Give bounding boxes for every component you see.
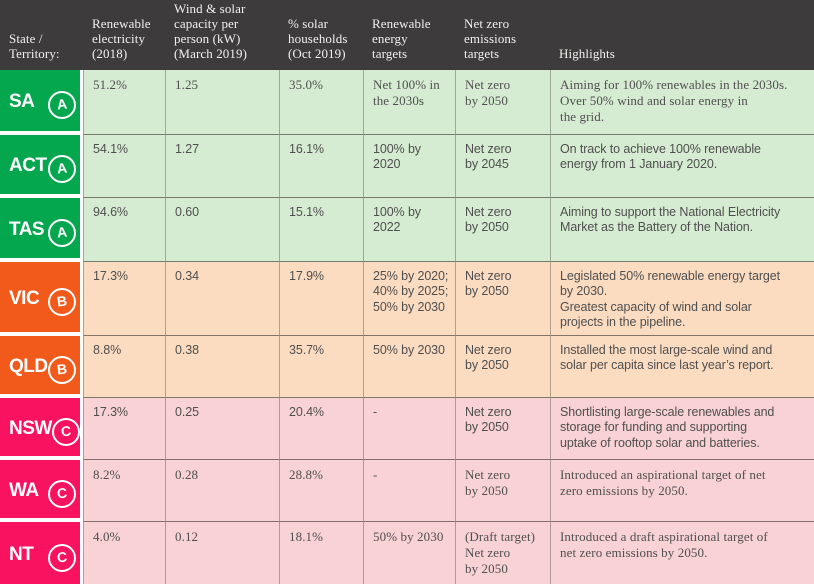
cell-highlights: Introduced a draft aspirational target o… [550,522,814,584]
table-row: NT C 4.0% 0.12 18.1% 50% by 2030 (Draft … [0,522,814,584]
cell-highlights: Installed the most large-scale wind and … [550,336,814,398]
cell-highlights: Shortlisting large-scale renewables and … [550,398,814,460]
grade-letter: B [56,292,68,310]
cell-solar-households: 35.0% [279,70,363,135]
state-label: NSW [9,417,52,439]
table-row: SA A 51.2% 1.25 35.0% Net 100% in the 20… [0,70,814,135]
cell-renewable-electricity: 54.1% [83,135,165,198]
cell-solar-households: 18.1% [279,522,363,584]
state-label: VIC [9,287,40,309]
state-label: NT [9,543,34,565]
grade-letter: C [59,422,72,440]
cell-renewable-electricity: 8.2% [83,460,165,522]
cell-solar-households: 35.7% [279,336,363,398]
cell-renewable-target: 50% by 2030 [363,336,455,398]
cell-wind-solar-capacity: 0.60 [165,198,279,262]
grade-badge: B [48,355,76,384]
cell-wind-solar-capacity: 0.34 [165,262,279,336]
state-label: QLD [9,355,48,377]
cell-highlights: Aiming for 100% renewables in the 2030s.… [550,70,814,135]
table-row: NSW C 17.3% 0.25 20.4% - Net zero by 205… [0,398,814,460]
cell-net-zero-target: Net zero by 2050 [455,460,550,522]
grade-letter: A [56,223,68,241]
cell-net-zero-target: Net zero by 2045 [455,135,550,198]
cell-renewable-electricity: 17.3% [83,262,165,336]
cell-net-zero-target: Net zero by 2050 [455,336,550,398]
state-cell: ACT A [0,135,83,198]
cell-solar-households: 28.8% [279,460,363,522]
grade-badge: C [48,543,76,572]
state-label: SA [9,91,35,113]
cell-wind-solar-capacity: 0.38 [165,336,279,398]
grade-badge: A [48,218,76,247]
cell-net-zero-target: Net zero by 2050 [455,398,550,460]
cell-renewable-target: 100% by 2022 [363,198,455,262]
grade-badge: B [48,287,76,316]
cell-renewable-target: - [363,460,455,522]
cell-highlights: Introduced an aspirational target of net… [550,460,814,522]
grade-letter: B [56,360,68,378]
cell-wind-solar-capacity: 1.27 [165,135,279,198]
cell-solar-households: 17.9% [279,262,363,336]
table-row: WA C 8.2% 0.28 28.8% - Net zero by 2050 … [0,460,814,522]
state-label: WA [9,479,39,501]
table-header-row: State / Territory: Renewable electricity… [0,0,814,70]
cell-renewable-electricity: 94.6% [83,198,165,262]
grade-letter: C [56,548,68,566]
cell-highlights: Legislated 50% renewable energy target b… [550,262,814,336]
state-cell: QLD B [0,336,83,398]
state-label: ACT [9,155,47,177]
cell-renewable-electricity: 17.3% [83,398,165,460]
cell-highlights: On track to achieve 100% renewable energ… [550,135,814,198]
table-row: QLD B 8.8% 0.38 35.7% 50% by 2030 Net ze… [0,336,814,398]
cell-wind-solar-capacity: 0.25 [165,398,279,460]
cell-net-zero-target: Net zero by 2050 [455,198,550,262]
header-solar-households: % solar households (Oct 2019) [288,16,348,62]
header-highlights: Highlights [559,46,615,62]
cell-solar-households: 20.4% [279,398,363,460]
cell-wind-solar-capacity: 0.12 [165,522,279,584]
cell-renewable-target: - [363,398,455,460]
header-wind-solar-capacity: Wind & solar capacity per person (kW) (M… [174,1,248,62]
table-row: ACT A 54.1% 1.27 16.1% 100% by 2020 Net … [0,135,814,198]
header-state-territory: State / Territory: [9,31,60,62]
cell-wind-solar-capacity: 0.28 [165,460,279,522]
cell-renewable-target: Net 100% in the 2030s [363,70,455,135]
grade-letter: A [56,159,68,177]
state-cell: NT C [0,522,83,584]
cell-net-zero-target: Net zero by 2050 [455,70,550,135]
header-net-zero-targets: Net zero emissions targets [464,16,517,62]
cell-renewable-electricity: 51.2% [83,70,165,135]
header-renewable-electricity: Renewable electricity (2018) [92,16,151,62]
cell-net-zero-target: (Draft target) Net zero by 2050 [455,522,550,584]
header-renewable-targets: Renewable energy targets [372,16,431,62]
cell-solar-households: 15.1% [279,198,363,262]
table-row: VIC B 17.3% 0.34 17.9% 25% by 2020; 40% … [0,262,814,336]
cell-renewable-target: 25% by 2020; 40% by 2025; 50% by 2030 [363,262,455,336]
grade-badge: A [48,155,76,183]
state-cell: VIC B [0,262,83,336]
state-cell: SA A [0,70,83,135]
cell-renewable-electricity: 8.8% [83,336,165,398]
cell-solar-households: 16.1% [279,135,363,198]
state-cell: WA C [0,460,83,522]
cell-highlights: Aiming to support the National Electrici… [550,198,814,262]
cell-net-zero-target: Net zero by 2050 [455,262,550,336]
cell-renewable-target: 50% by 2030 [363,522,455,584]
grade-letter: C [56,484,68,502]
state-cell: NSW C [0,398,83,460]
cell-wind-solar-capacity: 1.25 [165,70,279,135]
grade-badge: A [48,91,76,119]
grade-badge: C [48,479,76,508]
table-row: TAS A 94.6% 0.60 15.1% 100% by 2022 Net … [0,198,814,262]
table-body: SA A 51.2% 1.25 35.0% Net 100% in the 20… [0,70,814,584]
state-cell: TAS A [0,198,83,262]
grade-badge: C [51,417,80,446]
cell-renewable-target: 100% by 2020 [363,135,455,198]
state-label: TAS [9,218,45,240]
grade-letter: A [56,95,68,113]
cell-renewable-electricity: 4.0% [83,522,165,584]
